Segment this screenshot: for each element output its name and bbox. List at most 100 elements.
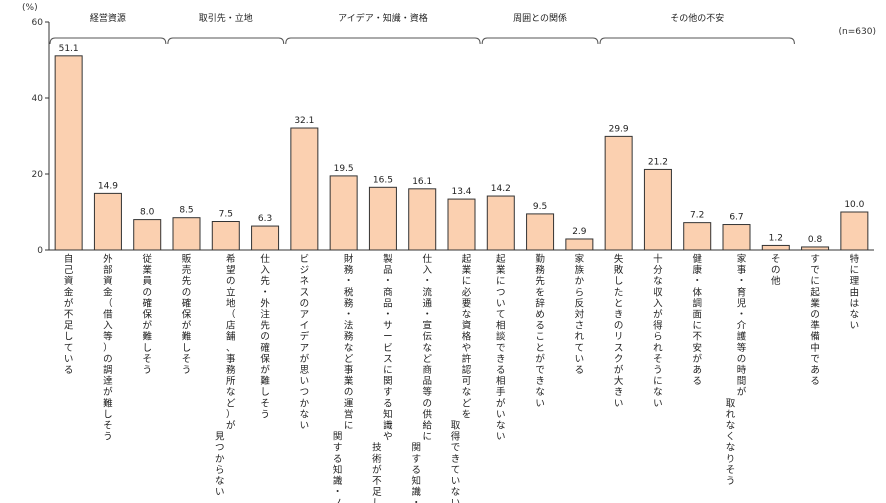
category-label-char: る — [535, 321, 545, 332]
group-bracket — [168, 38, 284, 44]
category-label-char: ス — [383, 354, 393, 365]
category-label-char: の — [103, 354, 113, 365]
category-label-char: 調 — [692, 297, 702, 309]
category-label: 家事・育児・介護等の時間が — [737, 253, 747, 398]
category-label-char: ） — [226, 408, 236, 420]
category-label-char: つ — [496, 287, 506, 298]
category-label-char: ・ — [344, 310, 354, 321]
category-label-char: 達 — [103, 375, 113, 387]
category-label-char: 敗 — [614, 264, 624, 276]
y-tick-label: 0 — [37, 246, 43, 256]
category-label-char: し — [182, 343, 192, 354]
category-label: 見つからない — [215, 432, 225, 499]
category-label-char: 入 — [653, 298, 663, 309]
category-label-char: に — [496, 276, 506, 287]
category-label-char: を — [462, 409, 472, 420]
category-label-char: ら — [653, 332, 663, 343]
category-label-char: 金 — [103, 286, 113, 298]
category-label-char: の — [422, 398, 432, 409]
bar — [173, 218, 200, 250]
category-label-char: か — [300, 398, 310, 409]
category-label-char: 思 — [300, 365, 310, 376]
category-label: 起業について相談できる相手がいない — [496, 254, 506, 443]
category-label-char: を — [535, 287, 545, 298]
category-label-char: や — [383, 432, 393, 443]
category-label-char: 、 — [226, 343, 236, 354]
category-label: 仕入先・外注先の確保が難しそう — [260, 253, 270, 420]
category-label: 希望の立地（店舗、事務所など）が — [226, 253, 236, 432]
category-label-char: 識 — [411, 486, 421, 498]
category-label-char: 事 — [737, 264, 747, 276]
category-label: 製品・商品・サービスに関する知識や — [383, 253, 393, 443]
bar — [527, 214, 554, 250]
category-label-char: が — [372, 464, 382, 476]
category-label-char: な — [653, 276, 663, 287]
category-label-char: 対 — [575, 309, 585, 321]
category-label-char: 資 — [103, 275, 113, 287]
category-label-char: 希 — [226, 253, 236, 265]
category-label-char: 知 — [333, 464, 343, 476]
category-label-char: ・ — [692, 276, 702, 287]
category-label-char: 法 — [344, 320, 354, 332]
category-label-char: そ — [142, 354, 152, 365]
category-label-char: ・ — [737, 276, 747, 287]
bar — [762, 245, 789, 250]
category-label-char: ・ — [333, 487, 343, 498]
bar-value-label: 9.5 — [533, 202, 547, 212]
bar — [94, 193, 121, 250]
category-label-char: ス — [614, 343, 624, 354]
category-label-char: ネ — [300, 276, 310, 287]
category-label-char: 入 — [422, 265, 432, 276]
category-label-char: 護 — [737, 331, 747, 343]
category-label-char: 等 — [103, 331, 113, 343]
category-label-char: 起 — [810, 287, 820, 298]
category-label-char: た — [614, 287, 624, 298]
category-label-char: 備 — [810, 331, 820, 343]
category-label-char: で — [451, 443, 461, 454]
category-label-char: 商 — [422, 364, 432, 376]
category-label-char: 自 — [64, 253, 74, 265]
category-label-char: が — [535, 353, 545, 365]
category-label-char: 務 — [535, 264, 545, 276]
category-label-char: 先 — [260, 320, 270, 332]
category-label-char: で — [810, 265, 820, 276]
bar-value-label: 51.1 — [59, 44, 79, 54]
category-label-char: い — [496, 432, 506, 443]
bar — [134, 220, 161, 250]
category-label-char: 体 — [692, 286, 702, 298]
category-label-char: き — [535, 376, 545, 387]
category-label-char: こ — [535, 332, 545, 343]
category-label-char: 事 — [344, 364, 354, 376]
category-label-char: 入 — [103, 321, 113, 332]
category-label-char: 先 — [182, 275, 192, 287]
bar — [55, 56, 82, 250]
category-label-char: う — [182, 365, 192, 376]
category-label-char: 確 — [260, 342, 270, 354]
category-label-char: 家 — [737, 253, 747, 265]
category-label-char: が — [737, 386, 747, 398]
category-label-char: に — [344, 421, 354, 432]
category-label-char: 借 — [103, 309, 113, 321]
category-label-char: リ — [614, 332, 624, 343]
category-label-char: 関 — [333, 432, 343, 443]
category-label-char: 確 — [142, 297, 152, 309]
category-label-char: （ — [226, 309, 236, 321]
y-tick-label: 60 — [32, 18, 44, 28]
bars: 51.1 14.9 8.0 8.5 7.5 6.3 32.1 19.5 16.5 16.1 13.4… — [55, 44, 868, 250]
category-label-char: 許 — [462, 353, 472, 365]
category-label-char: つ — [300, 387, 310, 398]
category-label-char: 他 — [771, 275, 781, 287]
category-label-char: 製 — [383, 253, 393, 265]
category-label-char: の — [260, 332, 270, 343]
category-label-char: 売 — [182, 264, 192, 276]
category-label-char: 給 — [422, 420, 432, 432]
category-labels: 自己資金が不足している外部資金（借入等）の調達が難しそう従業員の確保が難しそう販… — [64, 253, 860, 503]
category-label: 技術が不足している — [372, 442, 382, 503]
category-label-char: き — [451, 454, 461, 465]
category-label-char: い — [451, 498, 461, 503]
category-label-char: 通 — [422, 298, 432, 309]
category-label-char: ど — [226, 398, 236, 409]
category-label-char: 業 — [810, 297, 820, 309]
category-label-char: が — [103, 386, 113, 398]
category-label-char: 立 — [226, 286, 236, 298]
